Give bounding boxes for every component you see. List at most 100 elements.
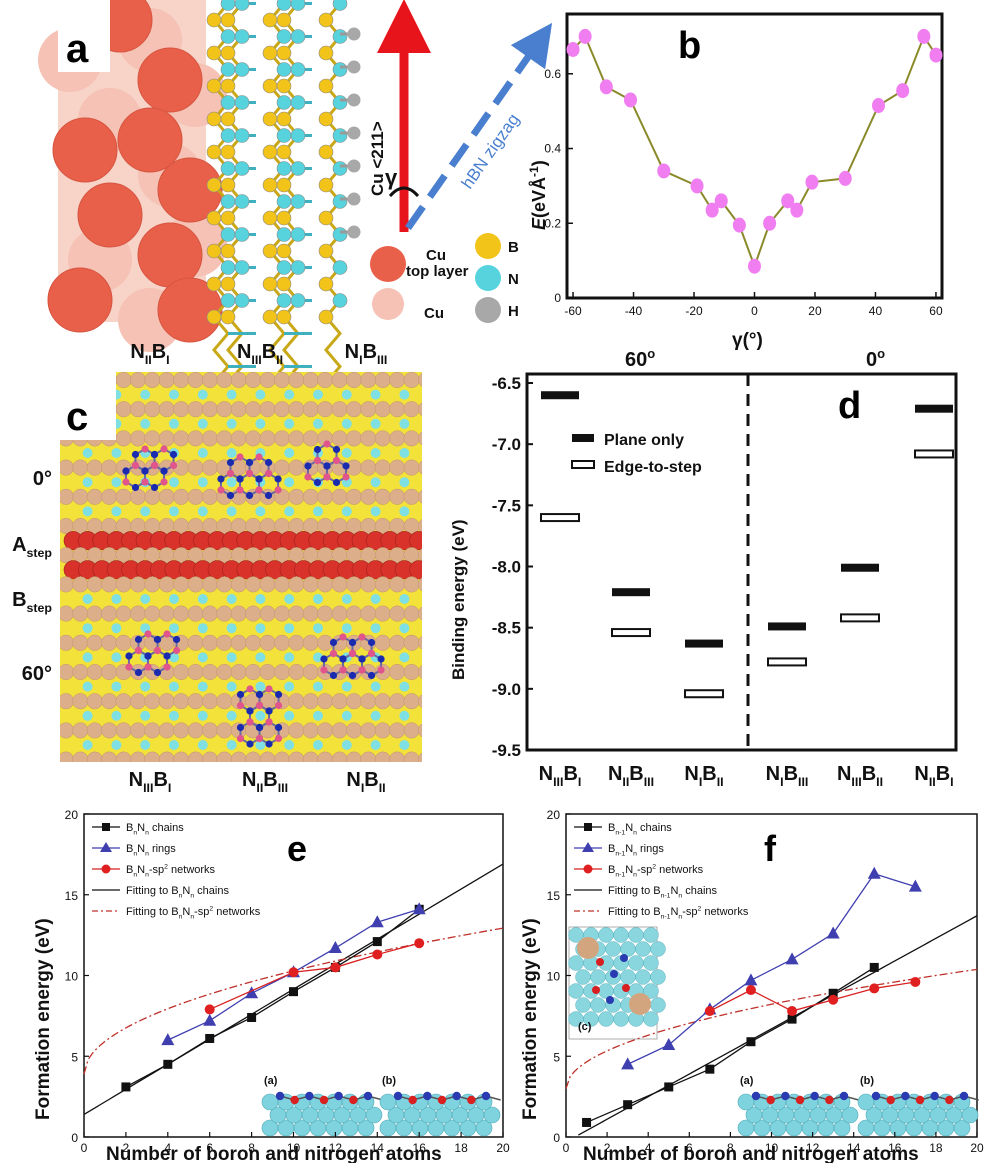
chart-e-point — [370, 915, 384, 928]
chart-e-ytick: 10 — [65, 970, 79, 984]
chart-f-series-line — [709, 981, 916, 1012]
panel-d-chart: -6.5 -7.0 -7.5 -8.0 -8.5 -9.0 -9.5 d 60o 0o Bi… — [449, 346, 958, 789]
chart-b-point — [714, 193, 728, 209]
chart-b-xtick: 60 — [929, 304, 943, 318]
chart-d-category: NIBII — [684, 763, 723, 789]
chart-d-plane-only-mark — [685, 639, 723, 648]
panel-c-top-label: NIIBI — [130, 341, 169, 367]
chart-e-xtick: 14 — [371, 1141, 385, 1155]
chart-b-point — [871, 98, 885, 114]
chart-d-group-0: 0o — [866, 346, 885, 371]
chart-f-fit-line — [565, 968, 978, 1089]
chart-f-xtick: 0 — [563, 1141, 570, 1155]
chart-f-point — [867, 866, 881, 879]
panel-b-label: b — [678, 25, 701, 67]
chart-b-point — [781, 193, 795, 209]
panel-c-top-label: NIIIBII — [237, 341, 283, 367]
chart-b-point — [929, 47, 943, 63]
chart-f-fit-line — [578, 915, 978, 1136]
chart-f-legend-entry: Fitting to Bn-1Nn-sp2 networks — [608, 906, 749, 921]
h-legend-label: H — [508, 303, 519, 320]
chart-b-xlabel: γ(°) — [732, 330, 763, 351]
chart-f-legend-entry: Bn-1Nn rings — [608, 843, 664, 857]
chart-e-point — [288, 967, 299, 978]
inset-label: (c) — [578, 1021, 592, 1033]
chart-f-point — [582, 1117, 592, 1127]
chart-f-legend-entry: Bn-1Nn-sp2 networks — [608, 864, 704, 879]
chart-f-xtick: 12 — [806, 1141, 820, 1155]
chart-e-point — [161, 1033, 175, 1046]
chart-e-ylabel: Formation energy (eV) — [33, 918, 54, 1120]
chart-f-xtick: 4 — [645, 1141, 652, 1155]
chart-f-xtick: 8 — [727, 1141, 734, 1155]
chart-b-ytick: 0.6 — [544, 67, 561, 81]
chart-f-ytick: 5 — [553, 1050, 560, 1064]
chart-f-xtick: 14 — [847, 1141, 861, 1155]
panel-d-label: d — [838, 385, 861, 427]
chart-f-legend-entry: Bn-1Nn chains — [608, 822, 672, 836]
chart-e-point — [414, 938, 425, 949]
chart-e-legend-entry: BnNn rings — [126, 843, 176, 857]
chart-f-point — [623, 1100, 633, 1110]
chart-b-point — [763, 215, 777, 231]
chart-e-point — [412, 902, 426, 915]
chart-d-ytick: -6.5 — [492, 374, 521, 393]
chart-f-series-line — [627, 872, 916, 1065]
legend-edge-to-step: Edge-to-step — [604, 459, 702, 476]
chart-e-point — [328, 941, 342, 954]
inset-label: (b) — [382, 1075, 396, 1087]
legend-plane-only-icon — [572, 434, 594, 442]
h-legend-icon — [475, 297, 501, 323]
chart-d-edge-to-step-mark — [840, 613, 880, 623]
panel-c-side-label: Bstep — [12, 589, 52, 615]
panel-c-structure: c NIIBI NIIIBII NIBIII NIIIBI NIIBIII NIBII 0°… — [12, 341, 422, 795]
chart-b-point — [748, 258, 761, 274]
b-legend-icon — [475, 233, 501, 259]
panel-c-top-label: NIBIII — [345, 341, 388, 367]
inset-label: (a) — [264, 1075, 278, 1087]
chart-e-legend-entry: Fitting to BnNn-sp2 networks — [126, 906, 261, 921]
chart-f-ytick: 0 — [553, 1131, 560, 1145]
panel-b-chart: -60 -40 -20 0 20 40 60 0 0.2 0.4 0.6 b E(eVÅ-1) γ(… — [527, 12, 944, 351]
chart-d-plane-only-mark — [768, 622, 806, 631]
chart-e-xtick: 8 — [248, 1141, 255, 1155]
chart-b-ytick: 0 — [554, 291, 561, 305]
angle-symbol: γ — [385, 165, 398, 190]
panel-a-structure: a Cu <211> hBN zigzag γ Cu top layer Cu … — [38, 0, 553, 417]
chart-f-point — [662, 1037, 676, 1050]
panel-c-side-label: Astep — [12, 534, 52, 560]
chart-f-point — [910, 976, 921, 987]
panel-c-label: c — [66, 395, 88, 439]
chart-d-ylabel: Binding energy (eV) — [449, 519, 468, 680]
chart-e-point — [205, 1033, 215, 1043]
chart-d-ytick: -8.5 — [492, 619, 521, 638]
chart-f-xtick: 18 — [929, 1141, 943, 1155]
b-legend-label: B — [508, 239, 519, 256]
chart-e-ytick: 20 — [65, 808, 79, 822]
chart-b-point — [705, 202, 719, 218]
chart-f-xtick: 16 — [888, 1141, 902, 1155]
chart-d-ytick: -9.5 — [492, 741, 521, 760]
chart-e-point — [204, 1004, 215, 1015]
chart-e-ytick: 15 — [65, 889, 79, 903]
chart-f-point — [787, 1014, 797, 1024]
chart-e-point — [245, 986, 259, 999]
cu-top-legend-icon — [370, 246, 406, 282]
chart-b-point — [599, 79, 613, 95]
chart-d-plane-only-mark — [541, 391, 579, 400]
chart-e-legend-entry: Fitting to BnNn chains — [126, 885, 229, 899]
chart-f-point — [828, 988, 838, 998]
chart-b-frame — [565, 12, 944, 300]
chart-b-ytick: 0.4 — [544, 142, 561, 156]
panel-e-label: e — [287, 828, 307, 869]
chart-e-xtick: 0 — [81, 1141, 88, 1155]
n-legend-label: N — [508, 271, 519, 288]
chart-b-point — [917, 28, 931, 44]
chart-f-xtick: 2 — [604, 1141, 611, 1155]
chart-d-ytick: -7.5 — [492, 496, 521, 515]
chart-e-point — [289, 987, 298, 997]
cu-legend-icon — [372, 288, 404, 320]
chart-b-xtick: -60 — [564, 304, 582, 318]
chart-f-xtick: 20 — [970, 1141, 984, 1155]
chart-e-fit-line — [83, 927, 504, 1075]
